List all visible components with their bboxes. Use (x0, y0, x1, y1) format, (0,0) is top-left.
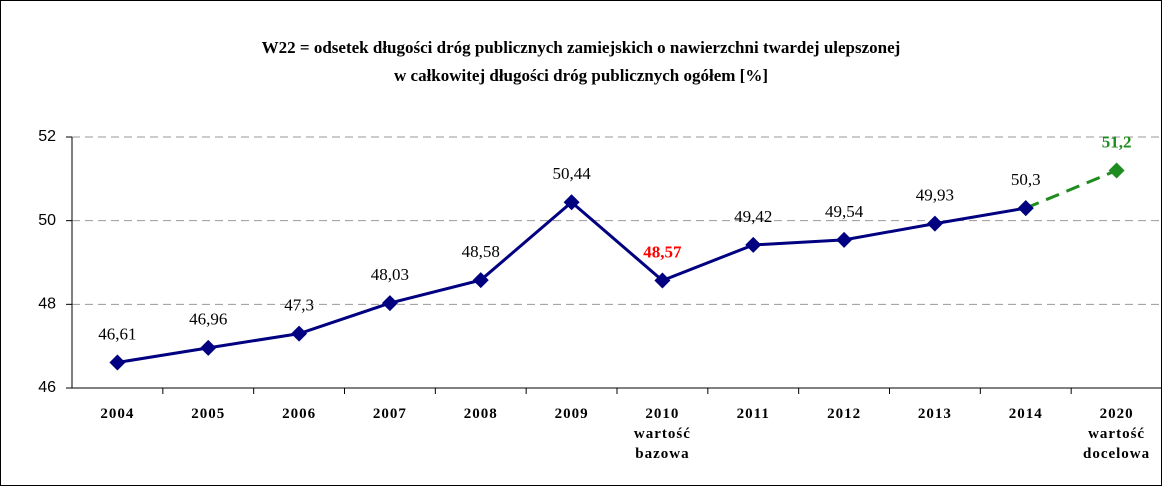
x-tick-label: 2007 (372, 406, 407, 422)
marker (109, 354, 126, 371)
data-label: 49,54 (825, 202, 864, 221)
data-label: 50,3 (1011, 170, 1041, 189)
x-tick-label: 2005 (191, 406, 226, 422)
marker (472, 272, 489, 289)
x-tick-label: 2020 wartość docelowa (1082, 406, 1151, 462)
marker (654, 272, 671, 289)
chart-title: W22 = odsetek długości dróg publicznych … (261, 38, 901, 85)
data-label: 49,93 (916, 186, 954, 205)
x-tick-label: 2008 (463, 406, 498, 422)
data-label: 48,58 (462, 242, 500, 261)
marker (745, 236, 762, 253)
y-tick-label: 50 (38, 212, 56, 229)
x-tick-label: 2013 (917, 406, 952, 422)
series-line (1025, 169, 1118, 210)
data-label: 48,03 (371, 265, 409, 284)
data-label: 47,3 (284, 296, 314, 315)
marker (381, 295, 398, 312)
data-label: 49,42 (734, 207, 772, 226)
y-tick-label: 46 (38, 379, 56, 396)
x-tick-label: 2010 wartość bazowa (633, 406, 691, 462)
x-tick-label: 2009 (554, 406, 589, 422)
data-label: 51,2 (1102, 132, 1132, 151)
marker (926, 215, 943, 232)
x-tick-label: 2004 (100, 406, 135, 422)
marker (200, 339, 217, 356)
marker (1017, 200, 1034, 217)
y-tick-label: 52 (38, 128, 56, 145)
marker (836, 231, 853, 248)
data-label: 46,96 (189, 310, 227, 329)
x-tick-label: 2006 (282, 406, 317, 422)
series-line (117, 200, 1027, 364)
marker (291, 325, 308, 342)
marker (1108, 162, 1125, 179)
x-tick-label: 2011 (736, 406, 770, 422)
y-tick-label: 48 (38, 296, 56, 313)
x-tick-label: 2012 (827, 406, 862, 422)
x-tick-label: 2014 (1008, 406, 1043, 422)
data-label: 46,61 (98, 324, 136, 343)
marker (563, 194, 580, 211)
data-label: 50,44 (552, 164, 591, 183)
data-label: 48,57 (643, 242, 682, 261)
